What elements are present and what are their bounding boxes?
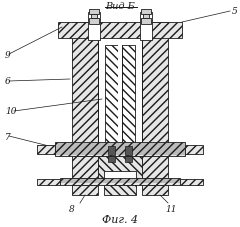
Bar [125,146,132,155]
Bar [104,185,136,195]
Bar [108,146,115,155]
Text: 10: 10 [5,107,17,116]
Text: 8: 8 [69,204,75,213]
Bar [142,156,168,178]
Text: 6: 6 [5,77,11,86]
Bar [37,179,60,185]
Bar [142,23,168,154]
Bar [105,46,118,154]
Text: 5: 5 [232,7,238,15]
Bar [143,15,149,19]
Bar [89,10,99,15]
Bar [37,145,55,154]
Text: 7: 7 [5,132,11,141]
Text: 11: 11 [165,204,176,213]
Bar [140,13,152,41]
Bar [122,46,135,154]
Text: 9: 9 [5,50,11,59]
Polygon shape [98,156,142,178]
Text: Вид Б: Вид Б [105,2,135,10]
Bar [58,23,182,39]
Bar [125,156,132,162]
Bar [118,46,122,154]
Bar [88,13,100,41]
Bar [91,15,97,19]
Bar [72,23,98,154]
Bar [141,19,151,25]
Bar [141,10,151,15]
Bar [108,156,115,162]
Bar [89,19,99,25]
Bar [185,145,203,154]
Text: Фиг. 4: Фиг. 4 [102,214,138,224]
Bar [55,142,185,156]
Bar [180,179,203,185]
Bar [72,156,98,178]
Bar [142,185,168,195]
Bar [72,185,98,195]
Bar [60,178,180,185]
